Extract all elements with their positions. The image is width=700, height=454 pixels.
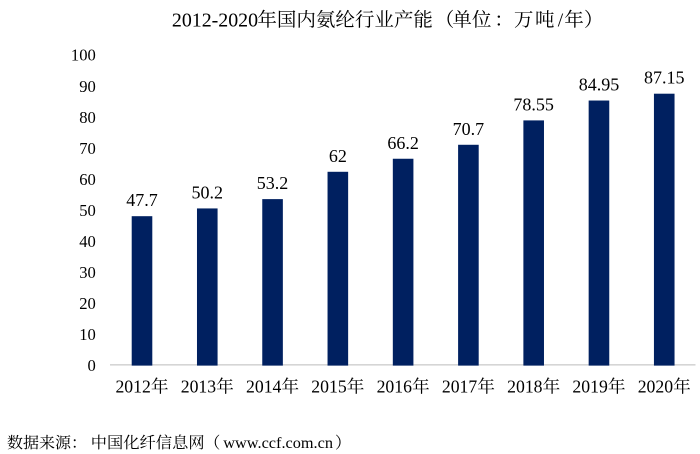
svg-text:100: 100	[71, 46, 96, 65]
svg-text:0: 0	[88, 356, 96, 375]
svg-text:50.2: 50.2	[192, 182, 224, 202]
svg-text:2020: 2020	[638, 377, 674, 397]
svg-text:10: 10	[79, 325, 96, 344]
svg-text:www.ccf.com.cn: www.ccf.com.cn	[223, 433, 333, 452]
svg-text:70: 70	[79, 139, 96, 158]
svg-text:62: 62	[329, 146, 347, 166]
svg-text:84.95: 84.95	[579, 75, 620, 95]
svg-text:78.55: 78.55	[513, 94, 554, 114]
svg-text:2012-2020: 2012-2020	[172, 9, 258, 31]
svg-text:2016: 2016	[377, 377, 413, 397]
svg-text:2018: 2018	[507, 377, 543, 397]
svg-text:30: 30	[79, 263, 96, 282]
svg-text:2014: 2014	[246, 377, 282, 397]
svg-text:20: 20	[79, 294, 96, 313]
svg-text:40: 40	[79, 232, 96, 251]
svg-text:2015: 2015	[311, 377, 347, 397]
svg-text:2019: 2019	[572, 377, 608, 397]
svg-text:66.2: 66.2	[387, 133, 419, 153]
svg-text:/: /	[558, 10, 564, 31]
svg-text:2017: 2017	[442, 377, 478, 397]
svg-text:50: 50	[79, 201, 96, 220]
svg-text:47.7: 47.7	[126, 190, 158, 210]
svg-text:2012: 2012	[115, 377, 150, 397]
svg-text:80: 80	[79, 108, 96, 127]
svg-text:2013: 2013	[181, 377, 217, 397]
svg-text:87.15: 87.15	[644, 68, 685, 88]
svg-text:70.7: 70.7	[453, 119, 485, 139]
svg-text:90: 90	[79, 77, 96, 96]
svg-text:53.2: 53.2	[257, 173, 289, 193]
svg-text:60: 60	[79, 170, 96, 189]
